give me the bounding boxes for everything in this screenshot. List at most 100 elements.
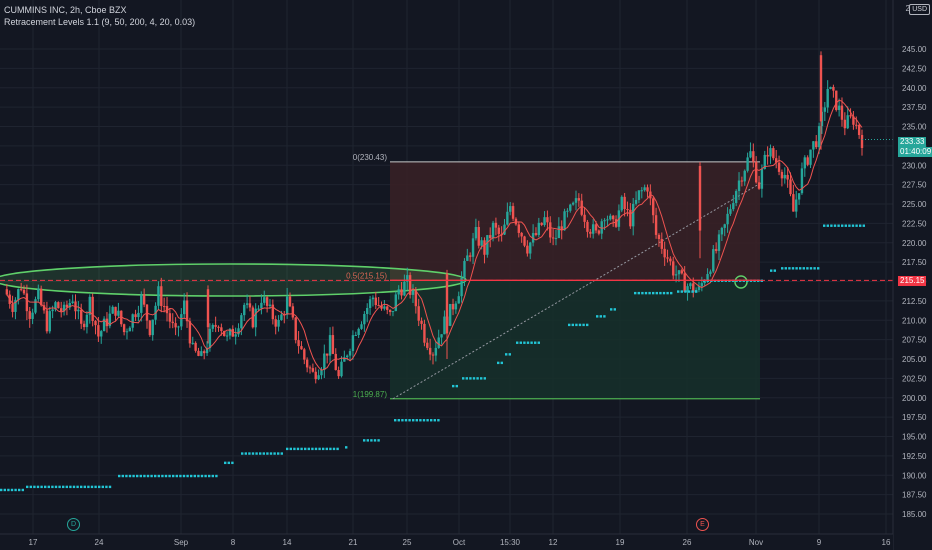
candle-body: [200, 351, 203, 356]
indicator-dot: [58, 485, 61, 489]
candle-body: [754, 161, 758, 183]
candle-body: [417, 306, 420, 321]
candle-body: [248, 303, 252, 308]
price-tick-label: 230.00: [902, 161, 927, 170]
candle-body: [54, 302, 57, 310]
time-tick-label: 19: [616, 538, 625, 547]
indicator-dot: [817, 267, 820, 270]
candle-body: [809, 149, 812, 165]
indicator-dot: [530, 341, 533, 344]
candle-body: [366, 308, 369, 314]
candle-body: [849, 115, 852, 117]
indicator-dot: [65, 485, 68, 489]
indicator-dot: [47, 485, 50, 489]
candle-body: [709, 271, 712, 275]
earnings-marker[interactable]: E: [696, 518, 709, 531]
time-axis[interactable]: 17 24 Sep 8 14 21 25 Oct 15:30 12 19 26 Nov 9 16: [0, 533, 893, 550]
candle-body: [597, 230, 601, 234]
candle-body: [486, 235, 489, 255]
indicator-dot: [603, 315, 606, 318]
indicator-dot: [823, 224, 826, 227]
indicator-dot: [3, 488, 6, 492]
candle-body: [431, 354, 435, 356]
price-axis[interactable]: 185.00 187.50 190.00 192.50 195.00 197.50 200.…: [892, 0, 932, 550]
candle-body: [34, 299, 37, 313]
candle-body: [560, 226, 563, 231]
indicator-dot: [248, 452, 251, 455]
candle-body: [394, 294, 398, 312]
candle-body: [812, 141, 815, 150]
indicator-dot: [412, 419, 415, 422]
price-tick-label: 227.50: [902, 181, 927, 190]
indicator-dot: [33, 485, 36, 489]
fib-retracement[interactable]: 0(230.43) 0.5(215.15) 1(199.87): [346, 153, 763, 400]
ma-line: [6, 99, 863, 371]
indicator-dot: [186, 474, 189, 478]
candle-body: [786, 174, 789, 180]
indicator-dot: [304, 447, 307, 451]
candle-body: [343, 357, 346, 362]
price-tick-label: 240.00: [902, 84, 927, 93]
indicator-dot: [164, 474, 168, 478]
candle-body: [380, 305, 383, 309]
candle-body: [397, 289, 400, 295]
indicator-dot: [784, 267, 787, 270]
candle-body: [489, 235, 492, 239]
candle-body: [769, 148, 772, 157]
price-tick-label: 235.00: [902, 123, 927, 132]
candle-body: [603, 220, 606, 222]
candle-body: [583, 214, 586, 222]
dividend-marker[interactable]: D: [67, 518, 80, 531]
indicator-title[interactable]: Retracement Levels 1.1 (9, 50, 200, 4, 2…: [4, 17, 196, 27]
candle-body: [328, 335, 332, 356]
candle-body: [614, 219, 618, 227]
price-tick-label: 195.00: [902, 433, 927, 442]
candle-body: [45, 310, 49, 332]
indicator-dot: [244, 452, 247, 455]
candle-body: [529, 242, 532, 254]
candle-body: [177, 326, 180, 328]
indicator-dot: [259, 452, 262, 455]
indicator-dot: [582, 323, 585, 327]
indicator-dot: [472, 377, 476, 380]
candle-body: [537, 222, 541, 235]
candle-body: [157, 286, 160, 306]
indicator-dot: [69, 485, 72, 489]
candle-body: [806, 157, 809, 165]
candle-body: [360, 324, 363, 329]
indicator-dot: [508, 353, 511, 356]
price-tick-label: 197.50: [902, 413, 927, 422]
candle-body: [714, 249, 718, 251]
price-tick-label: 187.50: [902, 491, 927, 500]
candle-body: [274, 319, 277, 327]
indicator-dot: [465, 377, 468, 380]
indicator-dots: [0, 224, 865, 492]
indicator-dot: [26, 485, 29, 489]
symbol-title[interactable]: CUMMINS INC, 2h, Cboe BZX: [4, 5, 127, 15]
indicator-dot: [157, 474, 160, 478]
candle-body: [340, 361, 343, 377]
indicator-dot: [394, 419, 397, 422]
currency-badge[interactable]: USD: [909, 4, 930, 15]
candle-body: [543, 217, 546, 225]
indicator-dot: [154, 474, 157, 478]
candle-body: [77, 309, 80, 312]
candle-body: [546, 217, 549, 223]
indicator-dot: [51, 485, 54, 489]
indicator-dot: [76, 485, 79, 489]
indicator-dot: [121, 474, 124, 478]
indicator-dot: [143, 474, 146, 478]
candle-body: [654, 215, 658, 235]
candle-body: [208, 328, 212, 349]
level-price-tag: 215.15: [898, 276, 927, 286]
indicator-dot: [684, 290, 687, 293]
indicator-dot: [83, 485, 86, 489]
indicator-dot: [670, 291, 673, 295]
indicator-dot: [363, 439, 366, 442]
candle-body: [211, 324, 214, 329]
indicator-dot: [859, 224, 862, 227]
candle-body: [637, 190, 641, 200]
indicator-dot: [224, 461, 227, 465]
indicator-dot: [87, 485, 90, 489]
